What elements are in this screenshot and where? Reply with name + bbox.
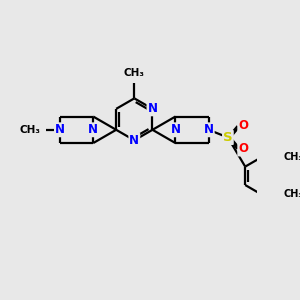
Text: O: O	[238, 142, 248, 155]
Text: CH₃: CH₃	[20, 125, 41, 135]
Text: CH₃: CH₃	[124, 68, 145, 78]
Text: CH₃: CH₃	[283, 189, 300, 199]
Text: N: N	[55, 123, 65, 136]
Text: S: S	[223, 131, 233, 144]
Text: N: N	[170, 123, 181, 136]
Text: N: N	[129, 134, 139, 147]
Text: O: O	[238, 119, 248, 133]
Text: CH₃: CH₃	[283, 152, 300, 162]
Text: N: N	[148, 102, 158, 115]
Text: N: N	[88, 123, 98, 136]
Text: N: N	[204, 123, 214, 136]
